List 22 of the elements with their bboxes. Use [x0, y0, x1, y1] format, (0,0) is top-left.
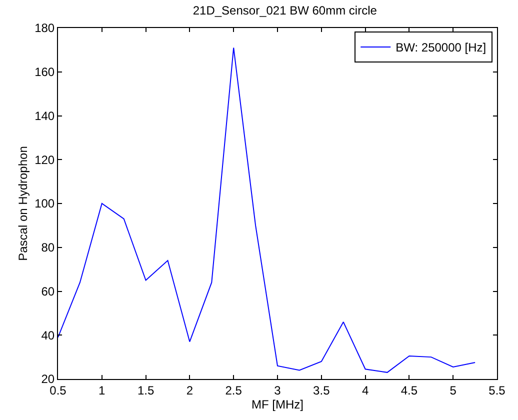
x-axis-title: MF [MHz]: [252, 397, 304, 412]
x-tick-label: 3: [274, 383, 282, 398]
legend-label: BW: 250000 [Hz]: [396, 40, 486, 55]
y-tick-label: 40: [41, 328, 55, 342]
x-tick-label: 4.5: [400, 383, 418, 398]
x-tick-label: 2.5: [225, 383, 242, 398]
y-tick-label: 160: [34, 65, 55, 80]
x-tick-label: 2: [186, 383, 194, 398]
y-axis-title: Pascal on Hydrophon: [16, 146, 30, 261]
x-tick-label: 5: [450, 383, 457, 398]
y-tick-label: 100: [34, 196, 55, 211]
y-tick-label: 80: [41, 240, 55, 255]
x-tick-label: 3.5: [313, 383, 330, 398]
x-tick-label: 1: [98, 383, 106, 398]
y-tick-label: 120: [34, 152, 55, 167]
y-tick-label: 180: [34, 21, 55, 36]
y-tick-label: 60: [41, 284, 55, 298]
x-tick-label: 4: [362, 383, 369, 398]
x-tick-label: 5.5: [488, 383, 506, 398]
y-tick-label: 140: [34, 108, 55, 123]
x-tick-label: 1.5: [137, 383, 154, 398]
chart-title: 21D_Sensor_021 BW 60mm circle: [192, 4, 378, 18]
